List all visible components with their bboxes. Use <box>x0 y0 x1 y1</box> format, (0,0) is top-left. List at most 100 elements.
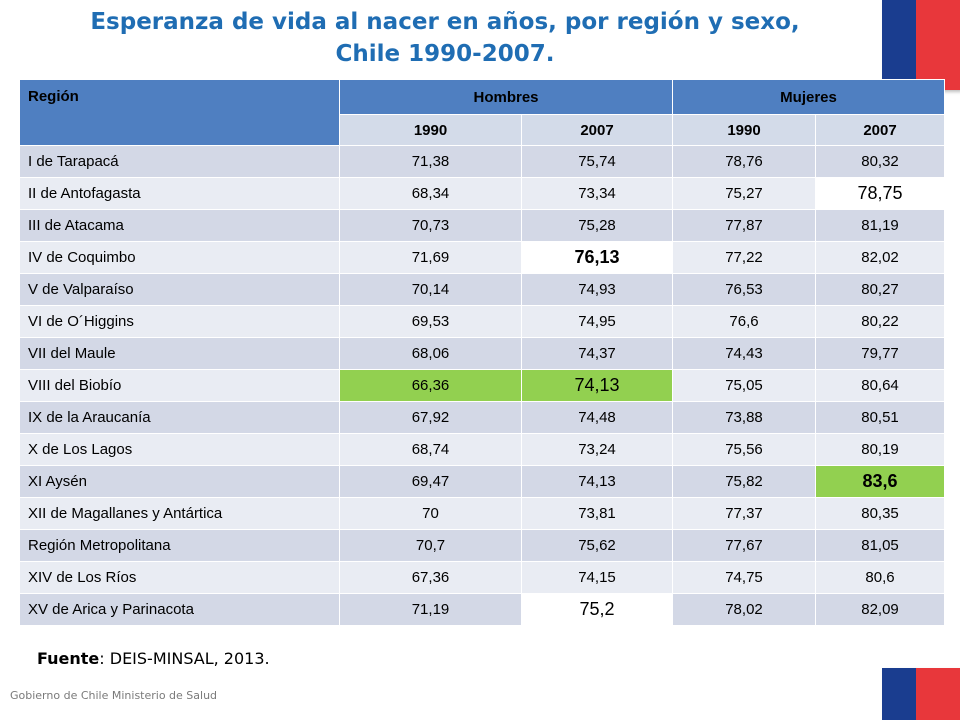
table-body: I de Tarapacá 71,38 75,74 78,76 80,32 II de A… <box>19 145 946 626</box>
cell-men-2007: 76,13 <box>521 241 673 274</box>
cell-women-1990: 78,02 <box>672 593 816 626</box>
table-row: VI de O´Higgins 69,53 74,95 76,6 80,22 <box>19 305 946 338</box>
table-row: XIV de Los Ríos 67,36 74,15 74,75 80,6 <box>19 561 946 594</box>
cell-men-2007: 74,15 <box>521 561 673 594</box>
cell-men-2007: 75,28 <box>521 209 673 242</box>
cell-region: XI Aysén <box>19 465 340 498</box>
cell-women-2007: 80,35 <box>814 497 946 530</box>
cell-men-1990: 71,19 <box>339 593 522 626</box>
table-row: II de Antofagasta 68,34 73,34 75,27 78,75 <box>19 177 946 210</box>
cell-men-2007: 73,81 <box>521 497 673 530</box>
cell-men-1990: 70 <box>339 497 522 530</box>
cell-men-2007: 75,2 <box>521 593 673 626</box>
cell-men-2007: 74,95 <box>521 305 673 338</box>
cell-men-2007: 75,74 <box>521 145 673 178</box>
cell-women-2007: 83,6 <box>814 465 946 498</box>
cell-men-1990: 68,34 <box>339 177 522 210</box>
cell-men-2007: 74,13 <box>521 369 673 402</box>
cell-men-1990: 70,7 <box>339 529 522 562</box>
header-year-women-1990: 1990 <box>672 114 816 146</box>
cell-women-1990: 77,37 <box>672 497 816 530</box>
cell-men-1990: 70,73 <box>339 209 522 242</box>
footer-text: Gobierno de Chile Ministerio de Salud <box>10 689 218 702</box>
cell-women-2007: 80,19 <box>814 433 946 466</box>
cell-women-2007: 82,09 <box>814 593 946 626</box>
cell-women-1990: 77,87 <box>672 209 816 242</box>
cell-region: Región Metropolitana <box>19 529 340 562</box>
cell-men-2007: 74,93 <box>521 273 673 306</box>
header-region: Región <box>19 79 340 146</box>
cell-men-2007: 73,24 <box>521 433 673 466</box>
cell-men-1990: 66,36 <box>339 369 522 402</box>
cell-women-2007: 81,05 <box>814 529 946 562</box>
cell-women-2007: 79,77 <box>814 337 946 370</box>
table-row: VII del Maule 68,06 74,37 74,43 79,77 <box>19 337 946 370</box>
cell-women-1990: 75,56 <box>672 433 816 466</box>
cell-women-1990: 78,76 <box>672 145 816 178</box>
table-row: I de Tarapacá 71,38 75,74 78,76 80,32 <box>19 145 946 178</box>
cell-women-1990: 75,82 <box>672 465 816 498</box>
cell-men-1990: 67,36 <box>339 561 522 594</box>
table-row: IV de Coquimbo 71,69 76,13 77,22 82,02 <box>19 241 946 274</box>
cell-men-2007: 74,13 <box>521 465 673 498</box>
source-note: Fuente: DEIS-MINSAL, 2013. <box>37 649 270 668</box>
flag-blue-stripe <box>882 0 916 90</box>
cell-region: VII del Maule <box>19 337 340 370</box>
title-line-1: Esperanza de vida al nacer en años, por … <box>90 9 800 35</box>
cell-region: I de Tarapacá <box>19 145 340 178</box>
cell-men-1990: 71,69 <box>339 241 522 274</box>
cell-women-1990: 76,6 <box>672 305 816 338</box>
cell-region: XIV de Los Ríos <box>19 561 340 594</box>
cell-men-1990: 69,53 <box>339 305 522 338</box>
header-men: Hombres <box>339 79 673 115</box>
page-title: Esperanza de vida al nacer en años, por … <box>20 6 870 70</box>
cell-women-1990: 74,43 <box>672 337 816 370</box>
cell-women-1990: 75,27 <box>672 177 816 210</box>
flag-red-stripe <box>916 0 960 90</box>
cell-men-1990: 67,92 <box>339 401 522 434</box>
cell-women-2007: 80,6 <box>814 561 946 594</box>
cell-region: XV de Arica y Parinacota <box>19 593 340 626</box>
cell-region: II de Antofagasta <box>19 177 340 210</box>
cell-region: IV de Coquimbo <box>19 241 340 274</box>
cell-region: X de Los Lagos <box>19 433 340 466</box>
cell-women-2007: 80,32 <box>814 145 946 178</box>
cell-region: V de Valparaíso <box>19 273 340 306</box>
table-row: IX de la Araucanía 67,92 74,48 73,88 80,51 <box>19 401 946 434</box>
cell-region: III de Atacama <box>19 209 340 242</box>
table-row: V de Valparaíso 70,14 74,93 76,53 80,27 <box>19 273 946 306</box>
life-expectancy-table: Región Hombres Mujeres 1990 2007 1990 20… <box>19 79 946 626</box>
flag-blue-stripe <box>882 668 916 720</box>
cell-women-2007: 81,19 <box>814 209 946 242</box>
table-row: XV de Arica y Parinacota 71,19 75,2 78,02 82… <box>19 593 946 626</box>
cell-region: VI de O´Higgins <box>19 305 340 338</box>
table-row: Región Metropolitana 70,7 75,62 77,67 81,05 <box>19 529 946 562</box>
cell-women-2007: 78,75 <box>814 177 946 210</box>
table-row: III de Atacama 70,73 75,28 77,87 81,19 <box>19 209 946 242</box>
header-year-women-2007: 2007 <box>814 114 946 146</box>
cell-women-2007: 82,02 <box>814 241 946 274</box>
cell-women-2007: 80,64 <box>814 369 946 402</box>
cell-women-2007: 80,22 <box>814 305 946 338</box>
cell-region: XII de Magallanes y Antártica <box>19 497 340 530</box>
header-year-men-2007: 2007 <box>521 114 673 146</box>
cell-women-1990: 73,88 <box>672 401 816 434</box>
cell-men-1990: 68,74 <box>339 433 522 466</box>
cell-men-1990: 69,47 <box>339 465 522 498</box>
table-row: X de Los Lagos 68,74 73,24 75,56 80,19 <box>19 433 946 466</box>
chile-flag-logo-bottom <box>882 668 960 720</box>
cell-women-1990: 77,22 <box>672 241 816 274</box>
cell-women-1990: 76,53 <box>672 273 816 306</box>
cell-region: IX de la Araucanía <box>19 401 340 434</box>
chile-flag-logo-top <box>882 0 960 90</box>
cell-men-1990: 71,38 <box>339 145 522 178</box>
cell-women-2007: 80,27 <box>814 273 946 306</box>
source-label: Fuente <box>37 649 100 668</box>
title-line-2: Chile 1990-2007. <box>335 41 555 67</box>
flag-red-stripe <box>916 668 960 720</box>
cell-men-1990: 70,14 <box>339 273 522 306</box>
cell-region: VIII del Biobío <box>19 369 340 402</box>
cell-men-2007: 75,62 <box>521 529 673 562</box>
cell-men-2007: 74,48 <box>521 401 673 434</box>
cell-men-2007: 74,37 <box>521 337 673 370</box>
